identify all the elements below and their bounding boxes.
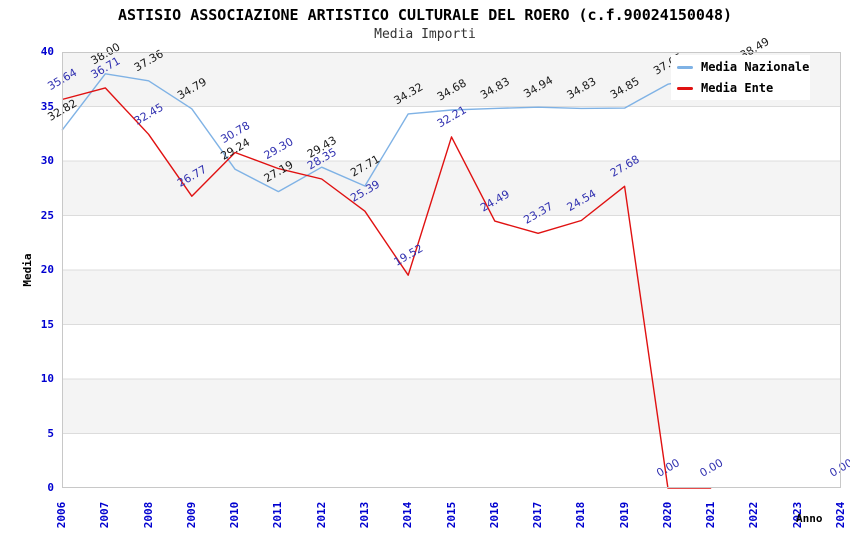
x-tick-label: 2024 bbox=[834, 501, 847, 529]
y-tick-label: 10 bbox=[40, 372, 54, 385]
x-tick-label: 2008 bbox=[141, 501, 155, 529]
y-tick-label: 30 bbox=[40, 154, 54, 167]
plot-area: 32.82 38.00 37.36 34.79 29.24 27.19 29.43 27.71… bbox=[45, 35, 850, 488]
x-tick-label: 2014 bbox=[401, 501, 415, 529]
y-axis-title: Media bbox=[21, 253, 34, 287]
x-tick-label: 2017 bbox=[531, 501, 545, 529]
x-tick-label: 2015 bbox=[444, 501, 458, 529]
x-axis-title: Anno bbox=[796, 512, 823, 525]
grid-band bbox=[62, 270, 841, 325]
x-tick-label: 2021 bbox=[704, 501, 718, 529]
x-tick-label: 2018 bbox=[574, 501, 588, 529]
y-tick-label: 0 bbox=[47, 481, 54, 494]
legend-line-swatch bbox=[677, 65, 693, 69]
y-tick-label: 15 bbox=[40, 317, 54, 331]
y-tick-label: 40 bbox=[40, 45, 54, 58]
chart-subtitle: Media Importi bbox=[374, 27, 476, 42]
x-tick-label: 2012 bbox=[314, 501, 328, 529]
x-tick-label: 2020 bbox=[660, 501, 674, 529]
grid-band bbox=[62, 379, 841, 434]
chart-title: ASTISIO ASSOCIAZIONE ARTISTICO CULTURALE… bbox=[117, 6, 733, 24]
x-tick-label: 2010 bbox=[228, 501, 242, 529]
legend: Media Nazionale Media Ente bbox=[671, 55, 810, 100]
legend-label: Media Ente bbox=[701, 81, 774, 95]
grid-band bbox=[62, 433, 841, 488]
grid-band bbox=[62, 161, 841, 216]
x-tick-label: 2019 bbox=[617, 501, 631, 529]
media-nazionale-line bbox=[61, 67, 755, 193]
x-tick-label: 2009 bbox=[184, 501, 198, 529]
grid-band bbox=[62, 106, 841, 161]
x-tick-label: 2016 bbox=[487, 501, 501, 529]
legend-item: Media Nazionale bbox=[671, 59, 810, 76]
x-tick-label: 2011 bbox=[271, 501, 285, 529]
legend-line-swatch bbox=[677, 86, 693, 90]
y-tick-label: 25 bbox=[40, 208, 54, 222]
legend-label: Media Nazionale bbox=[701, 60, 810, 74]
y-tick-label: 35 bbox=[40, 99, 54, 113]
x-tick-label: 2007 bbox=[98, 501, 112, 529]
x-tick-label: 2022 bbox=[747, 501, 761, 529]
grid-band bbox=[62, 324, 841, 379]
legend-item: Media Ente bbox=[671, 80, 810, 97]
y-tick-label: 5 bbox=[47, 426, 54, 440]
y-tick-label: 20 bbox=[40, 263, 54, 276]
plot-border bbox=[62, 52, 841, 488]
x-tick-label: 2013 bbox=[357, 501, 371, 529]
x-tick-label: 2006 bbox=[55, 501, 68, 529]
grid-band bbox=[62, 215, 841, 270]
